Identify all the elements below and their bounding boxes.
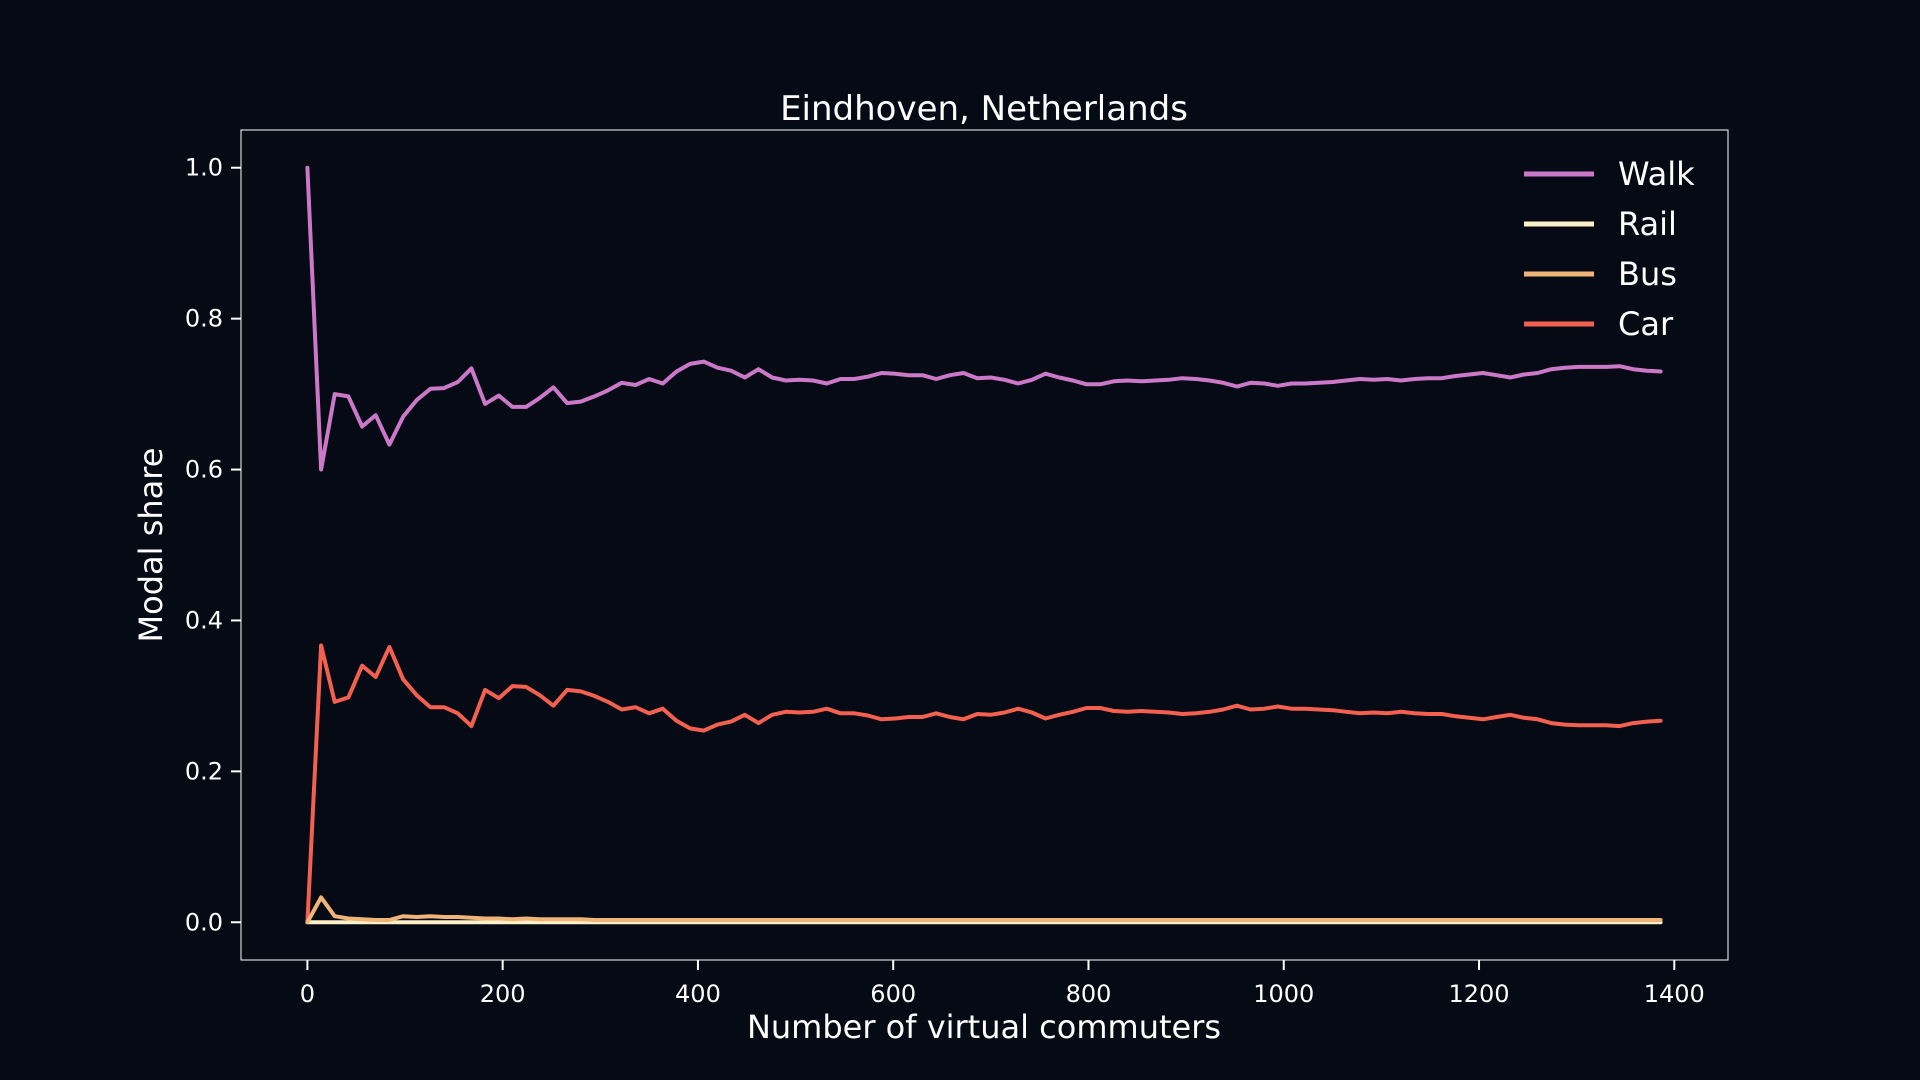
x-axis: 0 200 400 600 800 1000 1200 1400 xyxy=(300,960,1705,1008)
x-tick-label: 1200 xyxy=(1448,980,1509,1008)
series-line-bus xyxy=(305,895,1663,925)
chart-title: Eindhoven, Netherlands xyxy=(780,89,1188,129)
y-tick-label: 0.0 xyxy=(185,908,223,936)
y-tick-label: 0.8 xyxy=(185,305,223,333)
legend-label-rail: Rail xyxy=(1618,205,1677,243)
x-tick-label: 1000 xyxy=(1253,980,1314,1008)
y-tick-label: 0.4 xyxy=(185,606,223,634)
y-tick-label: 0.6 xyxy=(185,456,223,484)
x-tick-label: 800 xyxy=(1066,980,1112,1008)
legend-label-bus: Bus xyxy=(1618,255,1677,293)
x-tick-label: 600 xyxy=(870,980,916,1008)
x-tick-label: 200 xyxy=(480,980,526,1008)
x-tick-label: 0 xyxy=(300,980,315,1008)
x-tick-label: 400 xyxy=(675,980,721,1008)
series-line-walk xyxy=(305,165,1663,472)
legend: Walk Rail Bus Car xyxy=(1524,155,1695,343)
x-axis-label: Number of virtual commuters xyxy=(747,1008,1221,1046)
series-lines xyxy=(305,165,1663,925)
y-tick-label: 0.2 xyxy=(185,757,223,785)
y-tick-label: 1.0 xyxy=(185,154,223,182)
x-tick-label: 1400 xyxy=(1644,980,1705,1008)
legend-label-car: Car xyxy=(1618,305,1674,343)
plot-area-frame xyxy=(240,129,1729,961)
y-axis-label: Modal share xyxy=(132,448,170,643)
legend-label-walk: Walk xyxy=(1618,155,1695,193)
series-line-car xyxy=(305,643,1663,925)
y-axis: 0.0 0.2 0.4 0.6 0.8 1.0 xyxy=(185,154,241,936)
